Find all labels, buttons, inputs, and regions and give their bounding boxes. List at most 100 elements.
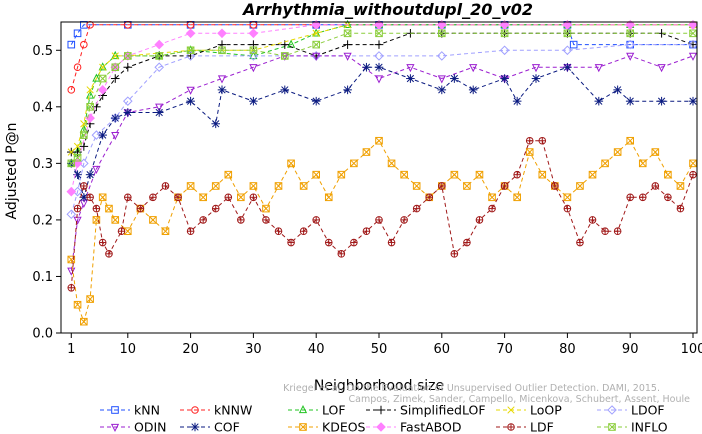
series-line bbox=[70, 24, 693, 153]
data-point bbox=[324, 193, 333, 202]
data-point bbox=[607, 405, 617, 415]
legend-label: LOF bbox=[322, 403, 346, 418]
series-line bbox=[70, 139, 694, 324]
data-point bbox=[73, 63, 82, 72]
data-point bbox=[436, 51, 447, 61]
data-point bbox=[79, 142, 89, 151]
data-point bbox=[105, 204, 113, 213]
legend-item-loop: LoOP bbox=[496, 403, 562, 418]
legend-label: COF bbox=[214, 420, 240, 434]
data-point bbox=[625, 20, 636, 30]
data-point bbox=[450, 74, 459, 83]
data-point bbox=[67, 159, 76, 168]
legend-item-inflo: INFLO bbox=[597, 420, 668, 434]
data-point bbox=[625, 96, 635, 106]
data-point bbox=[375, 29, 383, 38]
y-tick-label: 0.3 bbox=[32, 157, 53, 172]
data-point bbox=[249, 182, 258, 190]
data-point bbox=[123, 108, 133, 117]
data-point bbox=[563, 193, 572, 202]
data-point bbox=[676, 182, 685, 190]
data-point bbox=[190, 422, 200, 432]
legend-item-cof: COF bbox=[180, 420, 240, 434]
y-tick-label: 0.1 bbox=[32, 270, 53, 285]
data-point bbox=[601, 227, 609, 236]
series-line bbox=[70, 140, 694, 288]
data-point bbox=[450, 250, 459, 258]
data-point bbox=[676, 204, 685, 213]
data-point bbox=[86, 86, 94, 94]
data-point bbox=[73, 204, 82, 213]
data-point bbox=[657, 96, 666, 106]
data-point bbox=[412, 182, 421, 190]
series-ldf bbox=[67, 136, 697, 292]
data-point bbox=[73, 216, 82, 225]
series-loop bbox=[67, 21, 697, 156]
data-point bbox=[664, 193, 672, 202]
data-point bbox=[99, 63, 107, 71]
data-point bbox=[248, 28, 259, 39]
data-point bbox=[249, 64, 258, 73]
y-tick-label: 0.0 bbox=[32, 327, 53, 342]
data-point bbox=[513, 170, 521, 179]
data-point bbox=[280, 85, 290, 95]
data-point bbox=[287, 238, 295, 247]
data-point bbox=[469, 64, 478, 73]
chart-title: Arrhythmia_withoutdupl_20_v02 bbox=[241, 0, 533, 19]
data-point bbox=[374, 62, 384, 72]
data-point bbox=[262, 216, 270, 224]
data-point bbox=[312, 40, 320, 49]
data-point bbox=[73, 147, 82, 157]
data-point bbox=[475, 216, 484, 224]
data-point bbox=[217, 85, 227, 95]
data-point bbox=[111, 131, 120, 141]
data-point bbox=[343, 85, 352, 95]
data-point bbox=[374, 51, 384, 61]
data-point bbox=[376, 422, 386, 432]
data-point bbox=[312, 28, 321, 37]
data-point bbox=[312, 216, 321, 224]
data-point bbox=[576, 238, 584, 247]
data-point bbox=[124, 193, 132, 202]
data-point bbox=[499, 45, 510, 56]
data-point bbox=[689, 159, 697, 168]
data-point bbox=[73, 29, 82, 38]
series-line bbox=[71, 32, 694, 153]
data-point bbox=[67, 283, 76, 292]
data-point bbox=[91, 130, 102, 140]
data-point bbox=[211, 204, 220, 213]
data-point bbox=[463, 182, 471, 190]
legend-label: KDEOS bbox=[322, 420, 366, 434]
data-point bbox=[154, 62, 165, 73]
data-point bbox=[450, 170, 459, 179]
data-point bbox=[651, 148, 660, 156]
data-point bbox=[343, 19, 352, 28]
data-point bbox=[343, 40, 352, 49]
watermark-line-2: Campos, Zimek, Sander, Campello, Micenko… bbox=[349, 394, 691, 405]
series-cof bbox=[66, 62, 698, 202]
data-point bbox=[281, 52, 289, 60]
x-tick-label: 1 bbox=[67, 342, 75, 357]
x-axis: 1 10 20 30 40 50 60 70 80 90 100 bbox=[67, 333, 702, 357]
series-layer bbox=[66, 19, 698, 326]
data-point bbox=[249, 46, 258, 55]
data-point bbox=[67, 86, 76, 94]
data-point bbox=[374, 20, 384, 30]
data-point bbox=[350, 238, 358, 247]
data-point bbox=[80, 40, 88, 49]
data-point bbox=[362, 148, 371, 156]
data-point bbox=[500, 74, 509, 83]
data-point bbox=[161, 227, 170, 236]
legend-label: LDOF bbox=[631, 403, 665, 418]
data-point bbox=[507, 423, 515, 431]
data-point bbox=[155, 52, 163, 60]
y-tick-label: 0.5 bbox=[32, 44, 53, 59]
data-point bbox=[689, 170, 697, 179]
data-point bbox=[400, 216, 408, 224]
series-line bbox=[70, 55, 694, 271]
data-point bbox=[311, 96, 321, 106]
data-point bbox=[513, 193, 521, 202]
series-inflo bbox=[67, 29, 697, 168]
data-point bbox=[551, 182, 559, 190]
data-point bbox=[375, 216, 383, 224]
